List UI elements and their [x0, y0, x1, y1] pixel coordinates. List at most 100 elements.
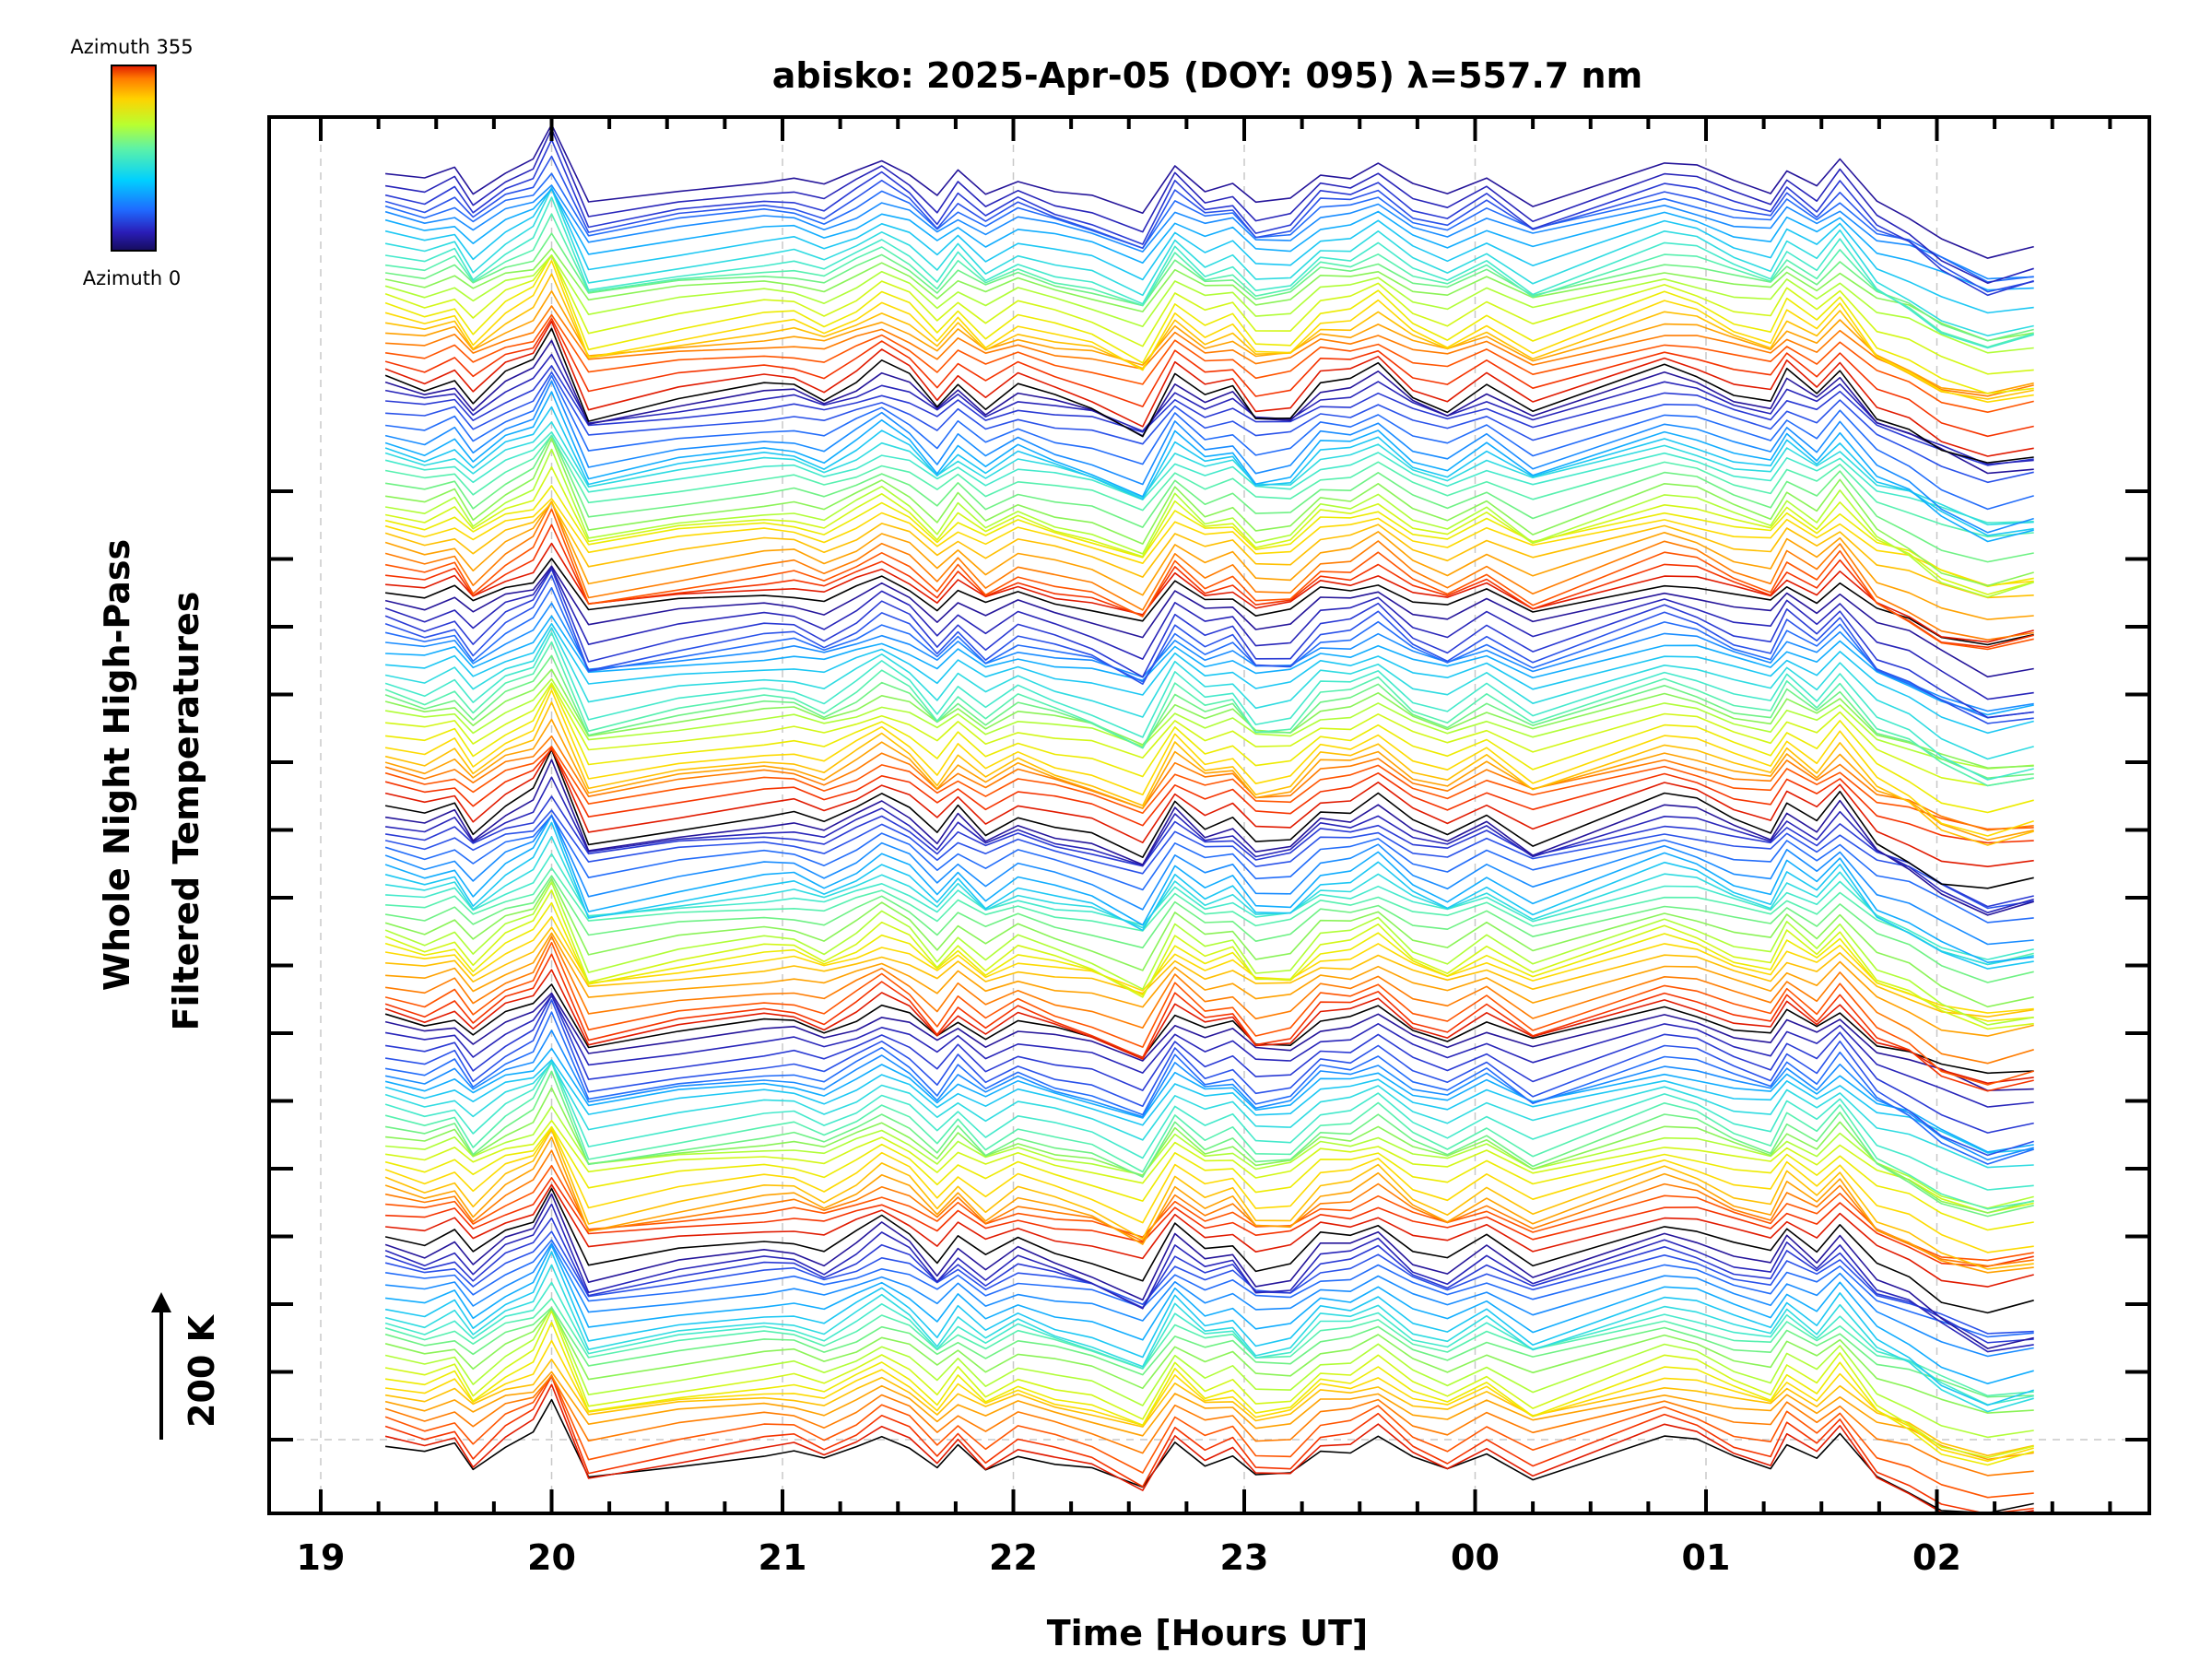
series-line-g2-a0: [384, 983, 2034, 1075]
series-line-g4-a3: [384, 508, 2034, 651]
series-line-g2-a18: [384, 814, 2034, 946]
series-line-g3-a0: [384, 748, 2034, 889]
series-line-g0-a1: [384, 1383, 2034, 1513]
series-line-g0-a21: [384, 1217, 2034, 1344]
series-line-g3-a3: [384, 746, 2034, 830]
series-line-g3-a17: [385, 615, 2034, 716]
series-line-g5-a22: [384, 128, 2034, 285]
series-line-g5-a23: [385, 124, 2034, 259]
series-line-g5-a21: [384, 138, 2034, 297]
series-line-g5-a16: [384, 187, 2034, 314]
series-line-g1-a22: [384, 994, 2034, 1108]
azimuth-colorbar: Azimuth 355 Azimuth 0: [70, 36, 193, 289]
series-line-g3-a2: [384, 747, 2034, 844]
series-line-g2-a6: [385, 926, 2034, 1018]
series-line-g3-a6: [384, 701, 2034, 846]
series-line-g4-a14: [384, 430, 2034, 524]
series-line-g4-a13: [384, 434, 2034, 538]
series-line-g1-a17: [384, 1047, 2034, 1153]
series-line-g3-a13: [384, 641, 2034, 787]
y-axis-title-line-1: Whole Night High-Pass: [97, 539, 137, 991]
series-line-g4-a6: [384, 501, 2034, 599]
series-line-g4-a4: [384, 500, 2034, 641]
series-line-g4-a9: [384, 465, 2034, 595]
series-line-g5-a10: [384, 253, 2034, 354]
series-line-g1-a6: [384, 1129, 2034, 1270]
x-tick-label-22: 22: [989, 1537, 1038, 1578]
series-line-g0-a4: [384, 1374, 2034, 1477]
series-line-g4-a12: [384, 434, 2034, 563]
plot-frame: [267, 115, 2151, 1515]
series-line-g2-a16: [384, 821, 2034, 970]
series-line-g3-a9: [385, 682, 2034, 787]
series-line-g2-a15: [384, 836, 2034, 966]
series-line-g3-a4: [384, 735, 2034, 831]
series-line-g4-a17: [384, 391, 2034, 543]
x-tick-label-21: 21: [759, 1537, 807, 1578]
series-line-g1-a12: [384, 1070, 2034, 1218]
colorbar-bottom-label: Azimuth 0: [83, 267, 182, 289]
series-line-g2-a3: [384, 941, 2034, 1086]
series-line-g1-a18: [384, 1030, 2034, 1161]
series-line-g2-a21: [384, 795, 2034, 908]
series-line-g4-a5: [384, 500, 2034, 620]
series-line-g2-a10: [384, 881, 2034, 1026]
series-line-g2-a9: [384, 888, 2034, 1030]
x-tick-label-02: 02: [1912, 1537, 1961, 1578]
series-line-g2-a8: [384, 901, 2034, 1022]
series-line-g3-a14: [384, 631, 2034, 781]
series-line-g4-a22: [384, 353, 2034, 465]
series-line-g3-a7: [384, 689, 2034, 837]
scale-bar: 200 K: [151, 1292, 222, 1440]
series-line-g2-a11: [384, 877, 2034, 1008]
series-line-g1-a1: [385, 1183, 2034, 1288]
series-line-g0-a5: [384, 1371, 2034, 1461]
colorbar-gradient: [111, 65, 157, 252]
series-line-g1-a20: [384, 999, 2034, 1157]
series-line-g2-a19: [384, 815, 2034, 924]
series-line-g0-a12: [384, 1306, 2034, 1398]
series-line-g4-a8: [384, 485, 2034, 588]
series-line-g0-a11: [384, 1308, 2034, 1414]
series-line-g2-a23: [384, 759, 2034, 916]
series-line-g5-a13: [384, 213, 2034, 348]
series-line-g4-a11: [384, 437, 2034, 587]
temperature-lines: [384, 124, 2034, 1513]
series-line-g1-a7: [384, 1127, 2034, 1253]
series-line-g5-a20: [384, 155, 2034, 293]
series-line-g1-a4: [384, 1149, 2034, 1267]
series-line-g2-a22: [384, 776, 2034, 914]
x-tick-label-00: 00: [1451, 1537, 1500, 1578]
series-line-g3-a20: [384, 574, 2034, 724]
x-axis-title: Time [Hours UT]: [1047, 1613, 1369, 1653]
series-line-g1-a0: [384, 1187, 2034, 1314]
x-tick-label-20: 20: [527, 1537, 576, 1578]
series-line-g1-a11: [385, 1087, 2034, 1214]
series-line-g5-a4: [385, 305, 2034, 397]
axis-ticks: [269, 117, 2149, 1513]
series-line-g2-a17: [384, 815, 2034, 963]
series-line-g2-a5: [385, 932, 2034, 1037]
series-line-g1-a10: [385, 1105, 2034, 1209]
series-line-g4-a19: [384, 374, 2034, 511]
series-line-g3-a19: [384, 586, 2034, 719]
series-line-g3-a12: [384, 654, 2034, 780]
series-line-g0-a2: [384, 1375, 2034, 1513]
series-line-g3-a11: [384, 668, 2034, 770]
series-line-g1-a15: [384, 1062, 2034, 1169]
series-line-g1-a9: [384, 1119, 2034, 1214]
series-line-g5-a7: [384, 260, 2034, 404]
series-line-g4-a23: [384, 339, 2034, 475]
series-line-g4-a20: [385, 371, 2034, 484]
series-line-g4-a10: [384, 448, 2034, 598]
x-tick-label-23: 23: [1220, 1537, 1269, 1578]
series-line-g0-a7: [384, 1339, 2034, 1463]
series-line-g2-a20: [384, 809, 2034, 910]
series-line-g2-a1: [384, 969, 2034, 1085]
colorbar-top-label: Azimuth 355: [70, 36, 193, 58]
series-line-g0-a16: [384, 1251, 2034, 1406]
series-line-g0-a18: [385, 1242, 2034, 1358]
series-line-g1-a19: [384, 1011, 2034, 1165]
series-line-g5-a8: [384, 253, 2034, 394]
